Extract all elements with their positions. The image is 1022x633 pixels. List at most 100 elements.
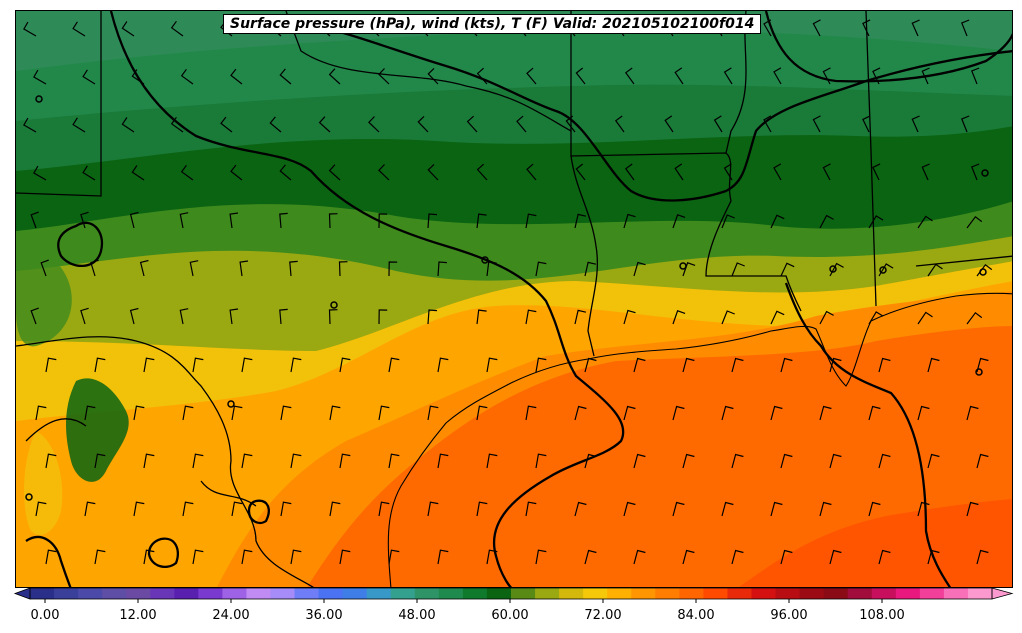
wind-barb: [427, 163, 439, 181]
wind-barb: [878, 549, 891, 565]
colorbar-segment: [126, 588, 151, 599]
wind-barb: [682, 262, 696, 277]
wind-barb: [328, 213, 338, 229]
colorbar-segment: [462, 588, 488, 599]
calm-wind-marker: [481, 256, 489, 264]
colorbar-segment: [535, 588, 560, 599]
isobar-4: [784, 282, 952, 587]
wind-barb: [780, 262, 795, 277]
wind-barb: [378, 213, 388, 229]
colorbar-segment: [414, 588, 440, 599]
wind-barb: [526, 67, 537, 85]
colorbar-segment: [703, 588, 728, 599]
wind-barb: [192, 357, 204, 373]
wind-barb: [868, 405, 881, 421]
colorbar-segment: [318, 588, 344, 599]
wind-barb: [525, 405, 537, 421]
map-title: Surface pressure (hPa), wind (kts), T (F…: [223, 14, 762, 34]
wind-barb: [976, 357, 989, 373]
wind-barb: [437, 261, 448, 277]
wind-barb: [917, 311, 933, 325]
colorbar-segment: [655, 588, 680, 599]
wind-barb: [182, 405, 194, 421]
wind-barb: [72, 117, 86, 133]
colorbar-segment: [438, 588, 464, 599]
wind-barb: [94, 549, 106, 565]
wind-barb: [868, 215, 884, 229]
isobar-low-circle-3: [247, 499, 270, 525]
wind-barb: [812, 19, 821, 37]
colorbar-segment: [511, 588, 536, 599]
calm-wind-marker: [35, 95, 43, 103]
wind-barb: [220, 116, 233, 133]
wind-barb: [763, 19, 772, 37]
colorbar-segment: [486, 588, 512, 599]
wind-barb: [917, 501, 930, 517]
terrain-patch-green: [66, 378, 129, 482]
colorbar-segment: [222, 588, 247, 599]
wind-barb: [672, 214, 686, 229]
colorbar-tick-label: 36.00: [305, 608, 342, 623]
wind-barb: [388, 261, 398, 277]
state-borders: [16, 11, 1012, 587]
colorbar-tick-label: 12.00: [119, 608, 156, 623]
wind-barb: [966, 405, 979, 421]
colorbar-segment: [607, 588, 632, 599]
wind-barb: [623, 213, 636, 229]
colorbar-segment: [823, 588, 849, 599]
wind-barb: [574, 213, 587, 229]
wind-barb: [45, 357, 57, 373]
wind-barb: [40, 259, 49, 277]
wind-barb: [318, 116, 331, 133]
wind-barb: [45, 549, 57, 565]
wind-barb: [770, 405, 783, 421]
wind-barbs: [23, 19, 993, 565]
wind-barb: [961, 19, 970, 37]
wind-barb: [328, 309, 338, 325]
wind-barb: [878, 263, 894, 277]
wind-barb: [35, 501, 47, 517]
wind-barb: [94, 453, 106, 469]
wind-barb: [90, 259, 99, 277]
colorbar-tick-label: 24.00: [212, 608, 249, 623]
wind-barb: [574, 405, 587, 421]
calm-wind-marker: [981, 169, 989, 177]
wind-barb: [868, 501, 881, 517]
isobar-1: [109, 11, 625, 587]
colorbar-segment: [30, 588, 55, 599]
colorbar-segment: [751, 588, 777, 599]
wind-barb: [30, 307, 39, 325]
wind-barb: [780, 357, 793, 373]
wind-barb: [131, 165, 145, 181]
wind-barb: [575, 163, 586, 181]
colorbar-segment: [294, 588, 320, 599]
colorbar-segment: [174, 588, 199, 599]
wind-barb: [241, 357, 253, 373]
wind-barb: [878, 453, 891, 469]
wind-barb: [723, 163, 733, 181]
mississippi-alabama-border: [865, 11, 877, 307]
wind-barb: [241, 549, 253, 565]
mexico-state-line-2: [200, 480, 257, 507]
wind-barb: [427, 213, 438, 229]
wind-barb: [476, 213, 487, 229]
calm-wind-marker: [227, 400, 235, 408]
wind-barb: [623, 405, 636, 421]
wind-barb: [180, 68, 194, 85]
wind-barb: [417, 115, 429, 133]
colorbar-segment: [631, 588, 656, 599]
wind-barb: [819, 405, 832, 421]
temp-band-80: [738, 499, 1012, 587]
wind-barb: [189, 260, 199, 277]
wind-barb: [179, 212, 189, 229]
wind-barb: [633, 261, 646, 277]
wind-barb: [713, 115, 723, 133]
wind-barb: [535, 261, 547, 277]
wind-barb: [94, 357, 106, 373]
wind-barb: [976, 263, 993, 277]
wind-barb: [486, 549, 498, 565]
wind-barb: [290, 453, 302, 469]
wind-barb: [966, 311, 983, 325]
wind-barb: [878, 357, 891, 373]
wind-barb: [623, 309, 636, 325]
